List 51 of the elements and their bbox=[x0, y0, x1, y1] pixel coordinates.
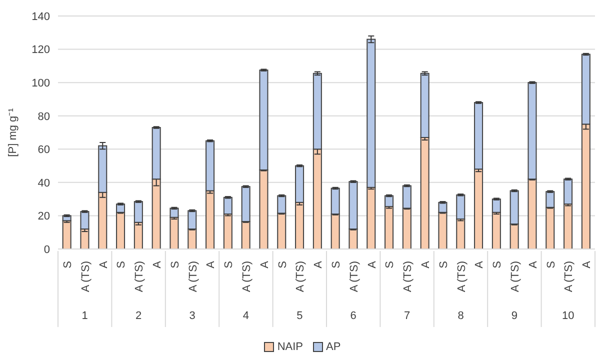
text: 7 bbox=[404, 310, 410, 322]
x-tick-label: A bbox=[420, 260, 432, 268]
text: 10 bbox=[562, 310, 574, 322]
x-tick-label: A (TS) bbox=[456, 261, 468, 292]
x-tick-label: A (TS) bbox=[240, 261, 253, 292]
x-tick-label: A (TS) bbox=[294, 261, 307, 292]
x-tick-label: A bbox=[205, 260, 218, 268]
x-tick-label: S bbox=[384, 261, 396, 268]
x-tick-label: A bbox=[366, 260, 378, 268]
y-tick-label: 140 bbox=[32, 10, 50, 23]
y-tick-label: 40 bbox=[38, 177, 50, 190]
x-tick-label: A (TS) bbox=[187, 261, 200, 292]
y-tick-label: 100 bbox=[32, 77, 50, 90]
y-tick-label: 60 bbox=[38, 144, 50, 156]
x-tick-label: S bbox=[169, 261, 182, 268]
x-tick-label: S bbox=[223, 261, 236, 268]
x-tick-label: S bbox=[116, 261, 128, 268]
text: 6 bbox=[350, 310, 356, 322]
text: 2 bbox=[135, 310, 142, 322]
legend-label: NAIP bbox=[276, 341, 303, 353]
x-tick-label: S bbox=[438, 261, 450, 268]
x-tick-label: S bbox=[62, 261, 74, 268]
text: 4 bbox=[242, 310, 250, 322]
x-tick-label: S bbox=[330, 261, 342, 268]
x-tick-label: S bbox=[276, 261, 289, 268]
x-tick-label: A (TS) bbox=[402, 261, 414, 292]
x-tick-label: A bbox=[527, 260, 540, 268]
x-tick-label: A bbox=[98, 260, 110, 268]
text: 8 bbox=[458, 310, 464, 322]
x-tick-label: A (TS) bbox=[563, 261, 576, 292]
y-tick-label: 120 bbox=[32, 44, 50, 56]
x-tick-label: A (TS) bbox=[509, 261, 522, 292]
x-tick-label: A bbox=[312, 260, 325, 268]
x-tick-label: A bbox=[151, 260, 164, 268]
x-tick-label: A (TS) bbox=[134, 261, 146, 292]
x-tick-label: A bbox=[474, 260, 486, 268]
text: 9 bbox=[511, 310, 518, 322]
y-tick-label: 0 bbox=[44, 244, 50, 256]
x-tick-label: A (TS) bbox=[348, 261, 360, 292]
y-tick-label: 20 bbox=[38, 210, 50, 223]
y-axis-title: [P] mg g⁻¹ bbox=[6, 108, 19, 157]
x-tick-label: A bbox=[258, 260, 271, 268]
text: 3 bbox=[189, 310, 196, 322]
x-tick-label: A bbox=[581, 260, 594, 268]
x-tick-label: A (TS) bbox=[80, 261, 92, 292]
text: 1 bbox=[82, 310, 88, 322]
legend-label: AP bbox=[325, 341, 341, 353]
y-tick-label: 80 bbox=[38, 110, 50, 123]
x-tick-label: S bbox=[492, 261, 504, 268]
text: 5 bbox=[296, 310, 303, 322]
x-tick-label: S bbox=[545, 261, 558, 268]
